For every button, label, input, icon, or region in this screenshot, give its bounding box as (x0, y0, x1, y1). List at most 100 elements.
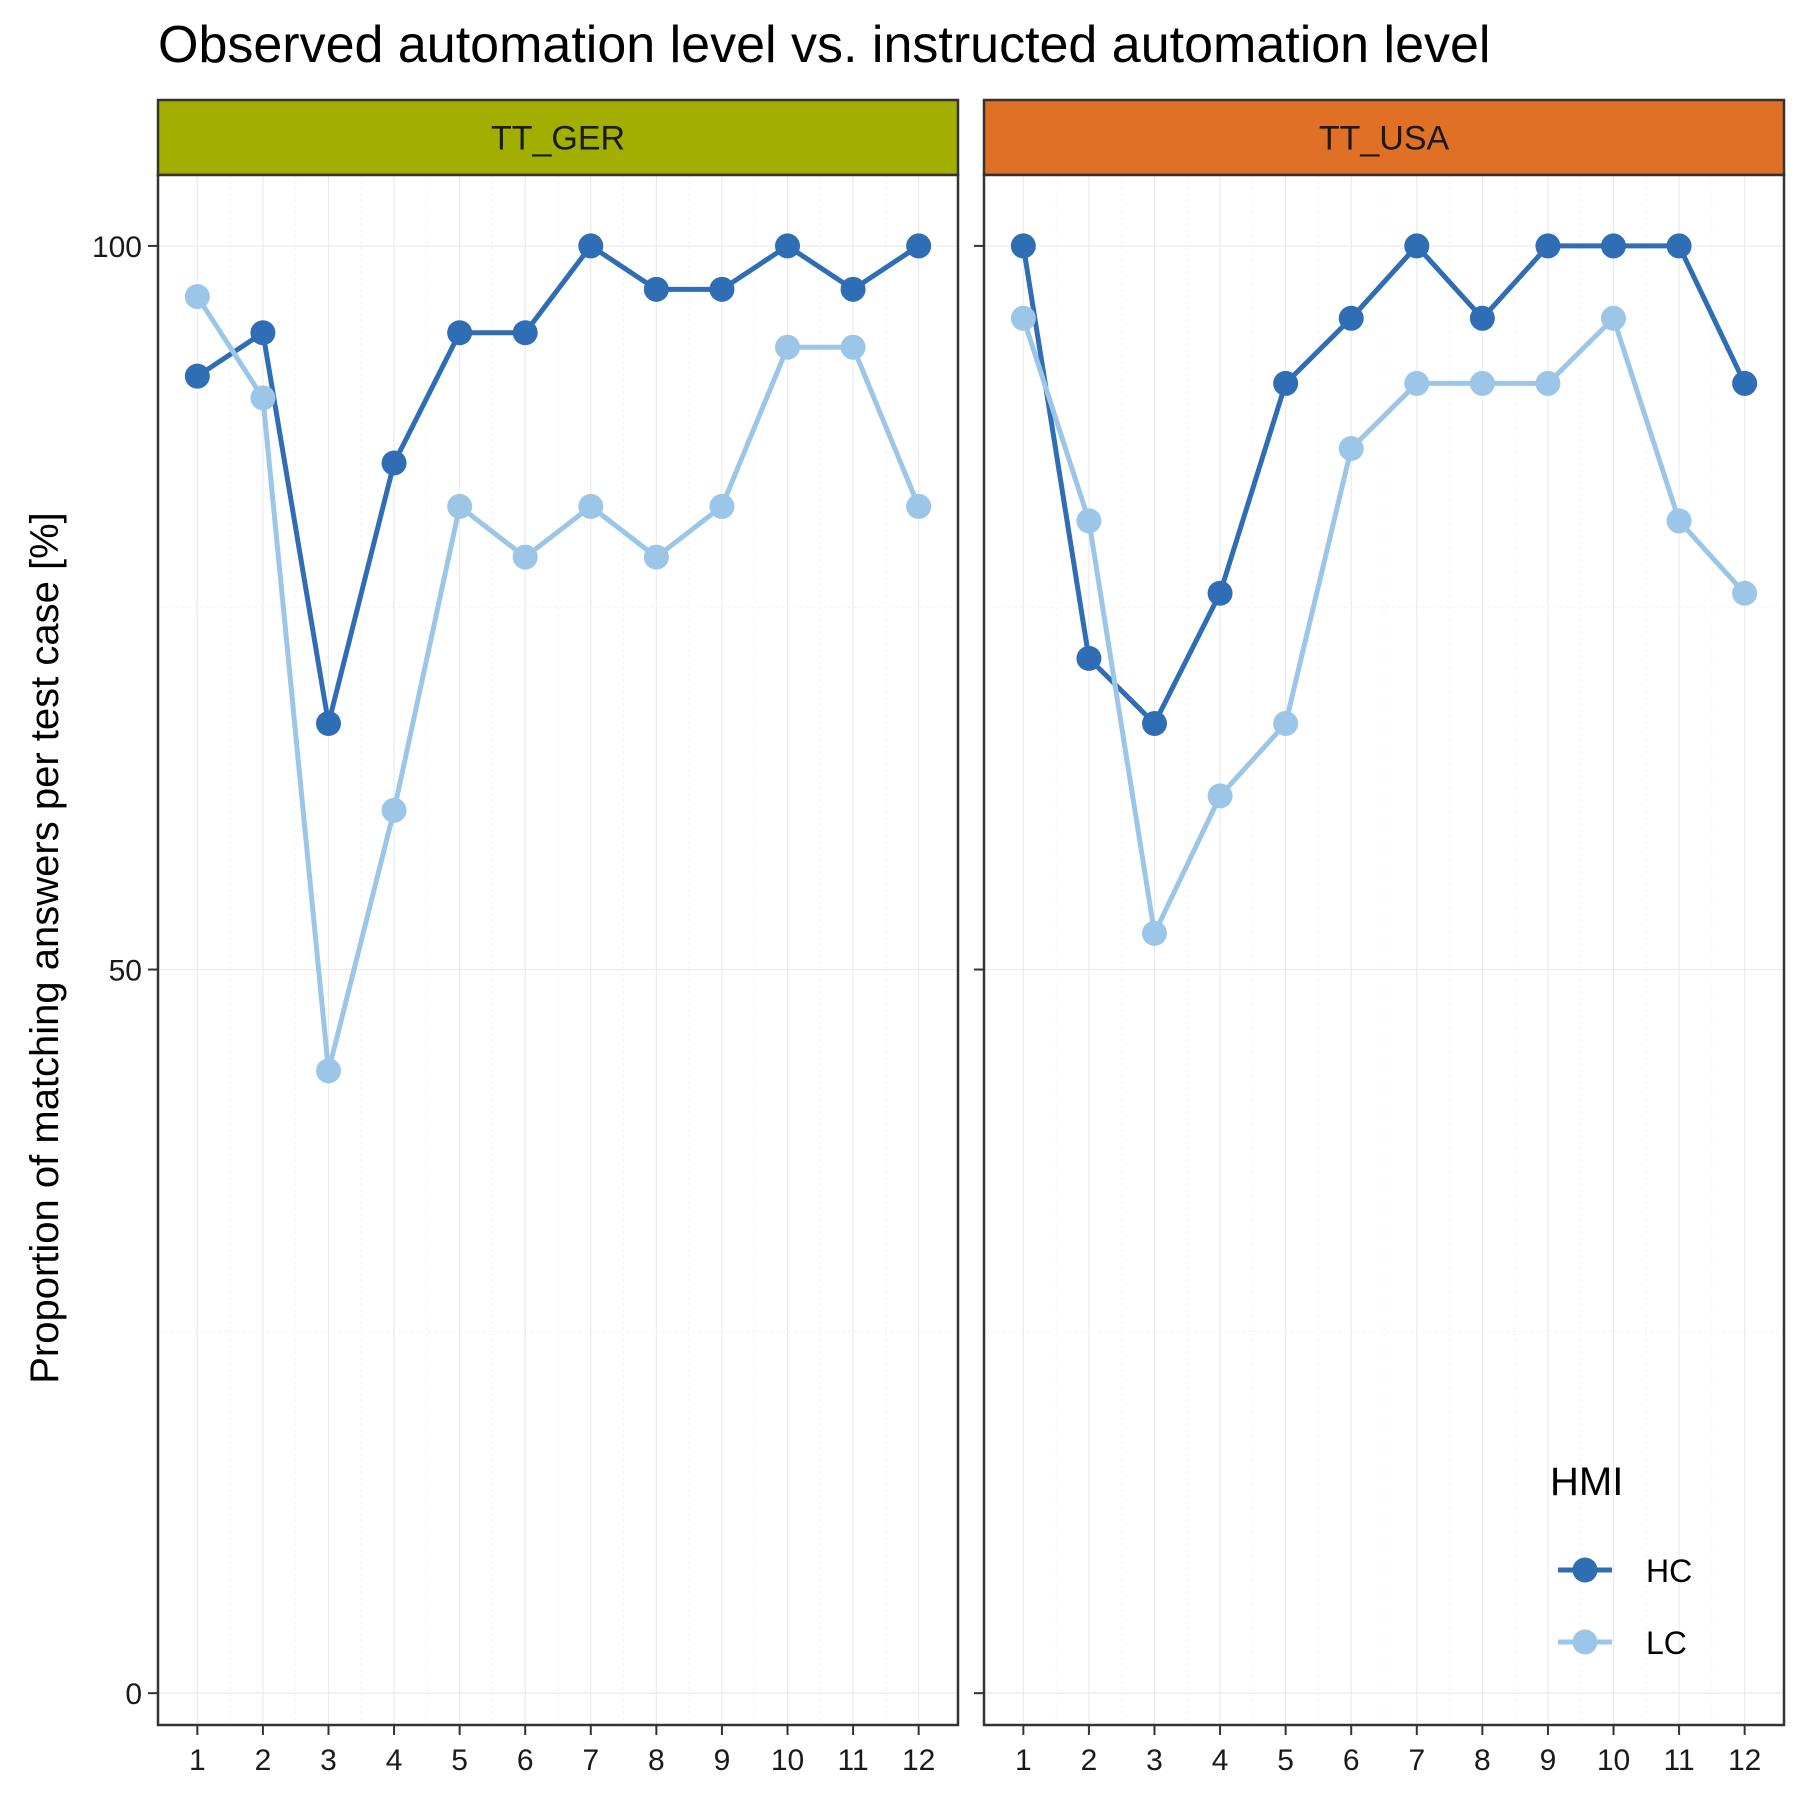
y-axis: 0 50 100 (92, 231, 158, 1711)
legend-key-point (1572, 1557, 1598, 1583)
legend-key-point (1572, 1629, 1598, 1655)
legend-label: LC (1646, 1625, 1687, 1661)
x-tick-label: 5 (451, 1744, 468, 1777)
data-point (1076, 508, 1102, 534)
data-point (1666, 233, 1692, 259)
gridlines (984, 175, 1784, 1725)
x-tick-label: 5 (1277, 1744, 1294, 1777)
legend-title: HMI (1550, 1460, 1623, 1504)
data-point (1666, 508, 1692, 534)
series-hc (184, 233, 932, 737)
series-lc (1010, 305, 1758, 946)
data-point (840, 334, 866, 360)
x-tick-label: 1 (189, 1744, 206, 1777)
series-line (1020, 315, 1748, 936)
data-point (447, 493, 473, 519)
data-point (906, 233, 932, 259)
data-point (1273, 370, 1299, 396)
x-tick-label: 3 (1146, 1744, 1163, 1777)
x-tick-label: 7 (582, 1744, 599, 1777)
x-tick-label: 11 (1664, 1744, 1695, 1777)
data-point (184, 363, 210, 389)
data-point (315, 1058, 341, 1084)
x-tick-label: 11 (838, 1744, 869, 1777)
data-point (709, 276, 735, 302)
series-line (194, 243, 922, 727)
x-tick-label: 8 (648, 1744, 665, 1777)
panel-border (156, 173, 960, 1727)
x-tick-label: 4 (386, 1744, 403, 1777)
data-point (1273, 711, 1299, 737)
x-axis: 1 2 3 4 5 6 7 8 9 10 11 12 (189, 1725, 935, 1777)
x-tick-label: 1 (1015, 1744, 1032, 1777)
x-tick-label: 12 (902, 1744, 935, 1777)
data-point (250, 320, 276, 346)
x-tick-label: 10 (771, 1744, 804, 1777)
data-point (1535, 233, 1561, 259)
x-tick-label: 4 (1212, 1744, 1229, 1777)
data-point (1141, 920, 1167, 946)
x-tick-label: 6 (517, 1744, 534, 1777)
y-tick-label: 100 (92, 231, 142, 264)
x-tick-label: 12 (1728, 1744, 1761, 1777)
data-point (643, 276, 669, 302)
data-point (1469, 370, 1495, 396)
legend-label: HC (1646, 1553, 1692, 1589)
data-point (1601, 305, 1627, 331)
legend-entry-lc: LC (1558, 1625, 1687, 1661)
data-point (578, 493, 604, 519)
x-tick-label: 10 (1597, 1744, 1630, 1777)
series-hc (1010, 233, 1758, 737)
data-point (184, 284, 210, 310)
x-tick-label: 9 (714, 1744, 731, 1777)
x-tick-label: 2 (1081, 1744, 1098, 1777)
chart-title: Observed automation level vs. instructed… (158, 16, 1490, 74)
data-point (1535, 370, 1561, 396)
data-point (1469, 305, 1495, 331)
data-point (381, 797, 407, 823)
data-point (1207, 580, 1233, 606)
facet-strip-label: TT_USA (1319, 120, 1450, 158)
x-tick-label: 7 (1408, 1744, 1425, 1777)
data-point (512, 544, 538, 570)
data-point (381, 450, 407, 476)
data-point (1732, 580, 1758, 606)
data-point (1076, 645, 1102, 671)
y-tick-label: 50 (109, 955, 142, 988)
facet-strip (982, 98, 1786, 177)
data-point (1207, 783, 1233, 809)
y-tick-label: 0 (125, 1678, 142, 1711)
x-tick-label: 6 (1343, 1744, 1360, 1777)
data-point (709, 493, 735, 519)
y-axis (974, 244, 984, 1695)
data-point (578, 233, 604, 259)
data-point (1010, 233, 1036, 259)
data-point (1338, 436, 1364, 462)
data-point (447, 320, 473, 346)
x-tick-label: 8 (1474, 1744, 1491, 1777)
data-point (1338, 305, 1364, 331)
data-point (1010, 305, 1036, 331)
data-point (1732, 370, 1758, 396)
data-point (643, 544, 669, 570)
facet-strip (156, 98, 960, 177)
panel-border (982, 173, 1786, 1727)
data-point (906, 493, 932, 519)
x-axis: 1 2 3 4 5 6 7 8 9 10 11 12 (1015, 1725, 1761, 1777)
facet-strip-label: TT_GER (491, 120, 625, 158)
x-tick-label: 9 (1540, 1744, 1557, 1777)
y-axis-title: Proportion of matching answers per test … (23, 512, 67, 1384)
data-point (315, 711, 341, 737)
data-point (775, 233, 801, 259)
data-point (840, 276, 866, 302)
legend-entry-hc: HC (1558, 1553, 1692, 1589)
legend: HMI HC LC (1550, 1460, 1692, 1661)
data-point (1601, 233, 1627, 259)
x-tick-label: 2 (255, 1744, 272, 1777)
x-tick-label: 3 (320, 1744, 337, 1777)
series-lc (184, 284, 932, 1084)
